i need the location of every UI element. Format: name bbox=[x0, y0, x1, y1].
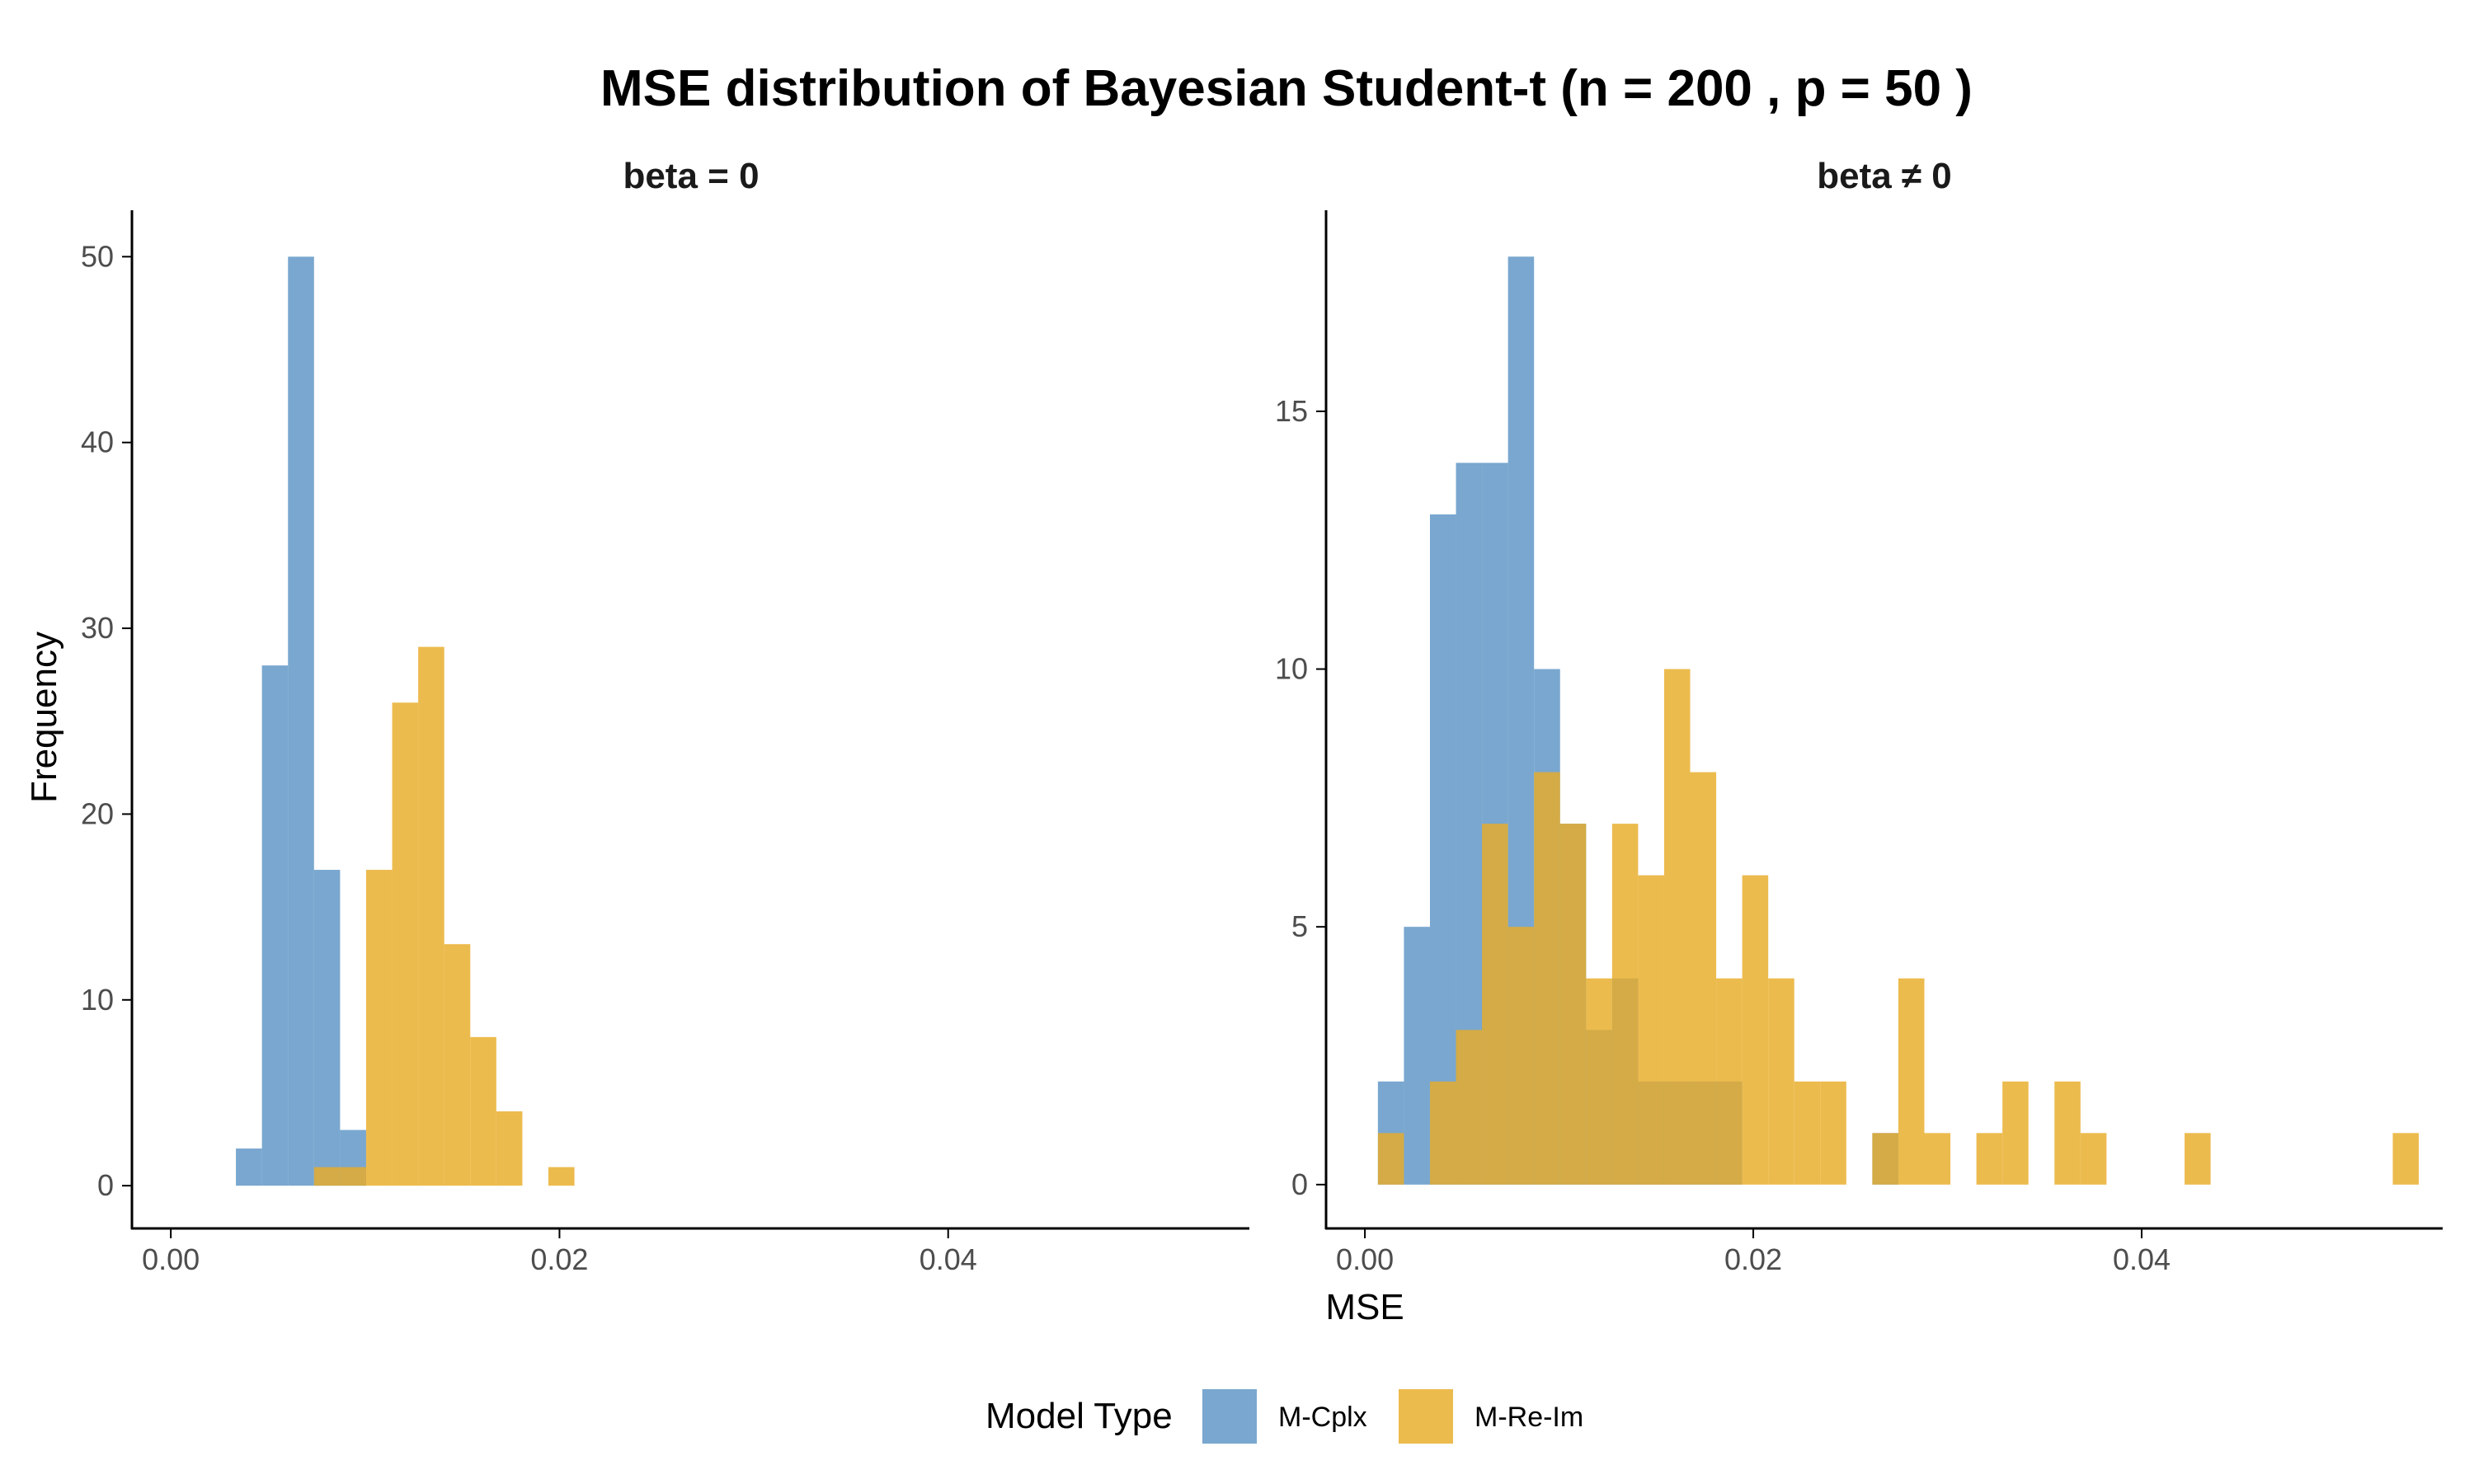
y-tick-label: 40 bbox=[81, 425, 114, 459]
panel-title-beta-zero: beta = 0 bbox=[623, 156, 759, 196]
legend-swatch-m-re-im bbox=[1399, 1389, 1453, 1444]
bar-m-re-im-12 bbox=[1716, 978, 1743, 1185]
x-tick-label: 0.02 bbox=[530, 1242, 588, 1276]
y-tick-label: 50 bbox=[81, 239, 114, 273]
bar-m-re-im-23 bbox=[2080, 1133, 2107, 1185]
y-tick-label: 5 bbox=[1291, 909, 1308, 943]
y-ticks-beta-nonzero: 0 5 10 15 bbox=[1275, 394, 1326, 1201]
bar-m-re-im-25 bbox=[2392, 1133, 2420, 1185]
bar-m-re-im-3 bbox=[1482, 824, 1508, 1185]
bars-beta-nonzero bbox=[1377, 256, 2420, 1185]
bar-m-re-im-17 bbox=[1872, 1133, 1898, 1185]
legend-label-m-re-im: M-Re-Im bbox=[1475, 1402, 1583, 1433]
bar-m-re-im-7 bbox=[496, 1111, 523, 1186]
bar-m-re-im-7 bbox=[1586, 978, 1612, 1185]
chart-title: MSE distribution of Bayesian Student-t (… bbox=[600, 60, 1973, 117]
axes-beta-nonzero bbox=[1324, 210, 2443, 1230]
bar-m-re-im-20 bbox=[1976, 1133, 2003, 1185]
bar-m-re-im-11 bbox=[1690, 772, 1717, 1185]
y-tick-label: 30 bbox=[81, 611, 114, 645]
x-tick-label: 0.02 bbox=[1724, 1242, 1782, 1276]
y-tick-label: 0 bbox=[97, 1168, 114, 1202]
bar-m-cplx-1 bbox=[1404, 927, 1430, 1185]
bars-beta-zero bbox=[236, 256, 575, 1186]
x-ticks-beta-zero: 0.00 0.02 0.04 bbox=[142, 1228, 977, 1276]
bar-m-re-im-5 bbox=[1534, 772, 1560, 1185]
bar-m-re-im-6 bbox=[1559, 824, 1587, 1185]
panel-title-beta-nonzero: beta ≠ 0 bbox=[1817, 156, 1952, 196]
legend: Model Type M-Cplx M-Re-Im bbox=[985, 1389, 1583, 1444]
bar-m-re-im-21 bbox=[2002, 1081, 2029, 1185]
axes-beta-zero bbox=[130, 210, 1249, 1230]
y-tick-label: 10 bbox=[81, 983, 114, 1017]
bar-m-cplx-1 bbox=[261, 665, 289, 1186]
bar-m-cplx-0 bbox=[236, 1148, 262, 1186]
legend-title: Model Type bbox=[985, 1396, 1173, 1436]
bar-m-re-im-10 bbox=[1663, 669, 1691, 1185]
bar-m-re-im-1 bbox=[1429, 1081, 1456, 1185]
bar-m-re-im-18 bbox=[1898, 978, 1925, 1185]
bar-m-cplx-3 bbox=[313, 870, 341, 1186]
bar-m-re-im-19 bbox=[1924, 1133, 1951, 1185]
bar-m-cplx-2 bbox=[1429, 514, 1456, 1185]
x-tick-label: 0.04 bbox=[2113, 1242, 2171, 1276]
legend-swatch-m-cplx bbox=[1202, 1389, 1257, 1444]
legend-label-m-cplx: M-Cplx bbox=[1278, 1402, 1367, 1433]
bar-m-re-im-5 bbox=[444, 944, 471, 1186]
y-tick-label: 20 bbox=[81, 796, 114, 830]
x-tick-label: 0.00 bbox=[142, 1242, 200, 1276]
bar-m-re-im-16 bbox=[1820, 1081, 1846, 1185]
x-tick-label: 0.04 bbox=[920, 1242, 977, 1276]
x-tick-label: 0.00 bbox=[1336, 1242, 1394, 1276]
bar-m-cplx-2 bbox=[288, 256, 314, 1186]
y-tick-label: 0 bbox=[1291, 1167, 1308, 1201]
x-ticks-beta-nonzero: 0.00 0.02 0.04 bbox=[1336, 1228, 2171, 1276]
bar-m-re-im-14 bbox=[1768, 978, 1794, 1185]
bar-m-re-im-2 bbox=[365, 870, 393, 1186]
bar-m-re-im-6 bbox=[470, 1036, 496, 1186]
y-ticks-beta-zero: 0 10 20 30 40 50 bbox=[81, 239, 132, 1202]
bar-m-re-im-24 bbox=[2185, 1133, 2211, 1185]
bar-m-re-im-8 bbox=[1611, 824, 1639, 1185]
bar-m-re-im-2 bbox=[1456, 1030, 1483, 1185]
x-axis-label: MSE bbox=[1325, 1287, 1404, 1327]
bar-m-re-im-0 bbox=[313, 1167, 341, 1186]
bar-m-re-im-15 bbox=[1794, 1081, 1821, 1185]
bar-m-re-im-4 bbox=[1507, 927, 1535, 1185]
bar-m-re-im-1 bbox=[340, 1167, 366, 1186]
bar-m-re-im-9 bbox=[1638, 875, 1664, 1185]
panel-beta-nonzero: beta ≠ 0 0 5 10 15 0.00 0.02 0.04 bbox=[1275, 156, 2443, 1276]
bar-m-re-im-8 bbox=[548, 1167, 575, 1186]
y-axis-label: Frequency bbox=[24, 632, 64, 803]
bar-m-re-im-4 bbox=[418, 646, 444, 1186]
bar-m-re-im-3 bbox=[392, 702, 419, 1186]
panel-beta-zero: beta = 0 0 10 20 30 40 50 0.00 0.02 0.04 bbox=[81, 156, 1249, 1276]
bar-m-re-im-0 bbox=[1377, 1133, 1404, 1185]
bar-m-re-im-13 bbox=[1742, 875, 1769, 1185]
y-tick-label: 10 bbox=[1275, 652, 1308, 686]
y-tick-label: 15 bbox=[1275, 394, 1308, 428]
bar-m-re-im-22 bbox=[2054, 1081, 2081, 1185]
